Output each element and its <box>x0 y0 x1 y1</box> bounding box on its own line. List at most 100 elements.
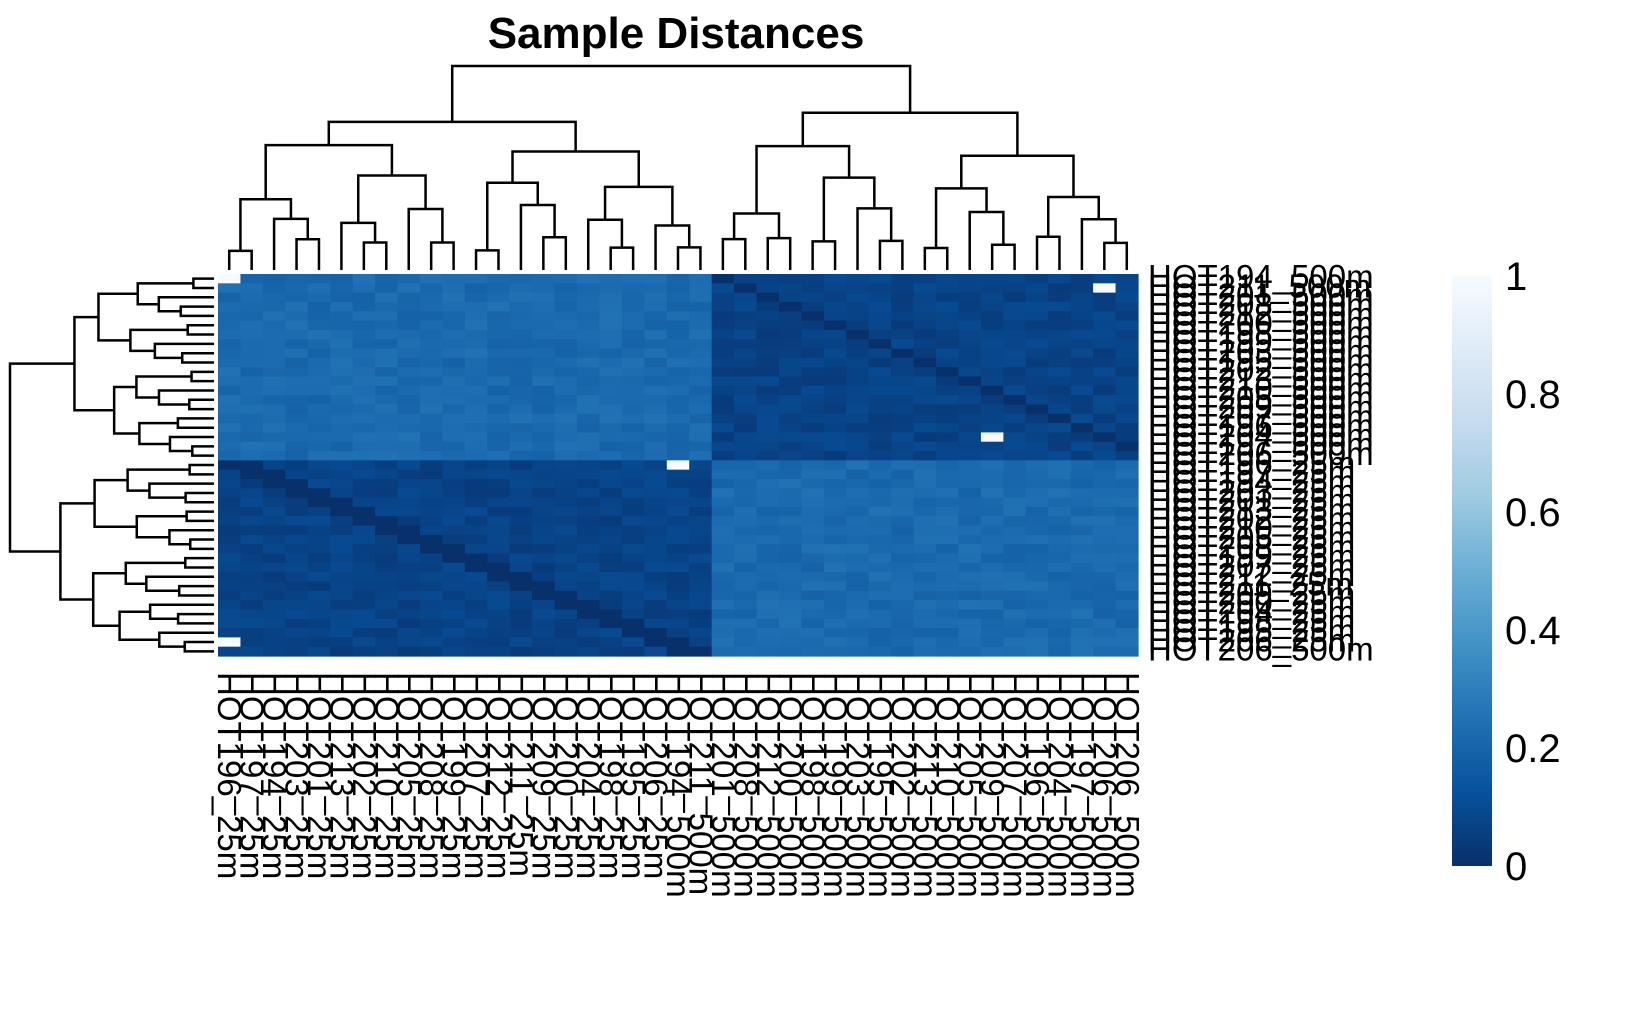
heatmap-cell <box>577 516 601 527</box>
dendrogram-branch <box>1035 235 1061 270</box>
heatmap-cell <box>1048 478 1072 489</box>
heatmap-cell <box>823 320 847 331</box>
heatmap-cell <box>666 553 690 564</box>
heatmap-cell <box>509 553 533 564</box>
heatmap-cell <box>689 572 713 583</box>
heatmap-cell <box>1025 357 1049 368</box>
heatmap-cell <box>666 646 690 657</box>
heatmap-cell <box>487 451 511 461</box>
heatmap-cell <box>1093 357 1117 368</box>
heatmap-cell <box>846 478 870 489</box>
heatmap-cell <box>218 525 242 536</box>
heatmap-cell <box>621 618 645 629</box>
heatmap-cell <box>330 590 354 601</box>
heatmap-cell <box>1070 628 1094 638</box>
heatmap-cell <box>1025 376 1049 387</box>
heatmap-cell <box>397 534 421 545</box>
heatmap-cell <box>397 478 421 489</box>
column-label: HOT211_25m <box>503 672 540 877</box>
heatmap-cell <box>285 553 309 564</box>
heatmap-cell <box>756 478 780 489</box>
heatmap-cell <box>913 646 937 657</box>
heatmap-cell <box>913 367 937 378</box>
heatmap-cell <box>330 525 354 536</box>
dendrogram-branch <box>721 237 747 270</box>
heatmap-cell <box>599 506 623 517</box>
column-label: HOT203_25m <box>279 672 316 879</box>
heatmap-cell <box>734 525 758 536</box>
heatmap-cell <box>442 572 466 583</box>
heatmap-cell <box>711 451 735 461</box>
heatmap-cell <box>577 423 601 433</box>
heatmap-cell <box>599 404 623 415</box>
row-label: HOT194_500m <box>1148 258 1374 295</box>
heatmap-cell <box>823 637 847 648</box>
heatmap-cell <box>509 506 533 517</box>
heatmap-cell <box>936 590 960 601</box>
heatmap-cell <box>599 637 623 648</box>
dendrogram-branch <box>295 237 321 270</box>
heatmap-cell <box>644 525 668 536</box>
heatmap-cell <box>734 562 758 573</box>
heatmap-cell <box>689 320 713 331</box>
dendrogram-branch <box>184 556 214 569</box>
heatmap-cell <box>958 628 982 638</box>
heatmap-cell <box>352 506 376 517</box>
heatmap-cell <box>1070 544 1094 555</box>
heatmap-cell <box>868 357 892 368</box>
row-label: HOT204_500m <box>1148 416 1374 453</box>
heatmap-cell <box>711 329 735 340</box>
heatmap-cell <box>868 544 892 555</box>
heatmap-cell <box>1115 413 1139 424</box>
heatmap-cell <box>1048 329 1072 340</box>
heatmap-cell <box>823 413 847 424</box>
heatmap-cell <box>262 451 286 461</box>
heatmap-cell <box>532 525 556 536</box>
heatmap-cell <box>1025 525 1049 536</box>
heatmap-cell <box>1115 311 1139 322</box>
heatmap-cell <box>285 600 309 611</box>
heatmap-cell <box>711 413 735 424</box>
heatmap-cell <box>419 506 443 517</box>
heatmap-cell <box>554 441 578 452</box>
heatmap-cell <box>532 534 556 545</box>
heatmap-cell <box>846 320 870 331</box>
dendrogram-branch <box>239 198 293 251</box>
heatmap-cell <box>666 423 690 433</box>
heatmap-cell <box>262 348 286 359</box>
heatmap-cell <box>397 367 421 378</box>
heatmap-cell <box>823 311 847 322</box>
heatmap-cell <box>487 488 511 499</box>
heatmap-cell <box>532 460 556 471</box>
heatmap-cell <box>218 329 242 340</box>
column-label: HOT212_25m <box>480 672 517 879</box>
heatmap-cell <box>689 385 713 396</box>
heatmap-cell <box>599 413 623 424</box>
heatmap-cell <box>577 385 601 396</box>
heatmap-cell <box>352 274 376 284</box>
heatmap-cell <box>823 609 847 620</box>
heatmap-cell <box>442 637 466 648</box>
heatmap-cell <box>419 311 443 322</box>
dendrogram-branch <box>822 176 876 242</box>
heatmap-cell <box>262 478 286 489</box>
heatmap-cell <box>375 488 399 499</box>
column-label: HOT213_25m <box>323 672 360 879</box>
heatmap-cell <box>1093 274 1117 284</box>
heatmap-cell <box>442 544 466 555</box>
heatmap-cell <box>352 618 376 629</box>
heatmap-cell <box>1093 516 1117 527</box>
heatmap-cell <box>913 572 937 583</box>
heatmap-cell <box>1003 525 1027 536</box>
heatmap-cell <box>487 637 511 648</box>
heatmap-cell <box>621 451 645 461</box>
heatmap-cell <box>621 339 645 350</box>
heatmap-cell <box>240 441 264 452</box>
heatmap-cell <box>532 618 556 629</box>
heatmap-cell <box>442 320 466 331</box>
heatmap-cell <box>913 488 937 499</box>
dendrogram-branch <box>586 218 624 270</box>
heatmap-cell <box>621 562 645 573</box>
heatmap-cell <box>240 469 264 480</box>
heatmap-cell <box>509 274 533 284</box>
